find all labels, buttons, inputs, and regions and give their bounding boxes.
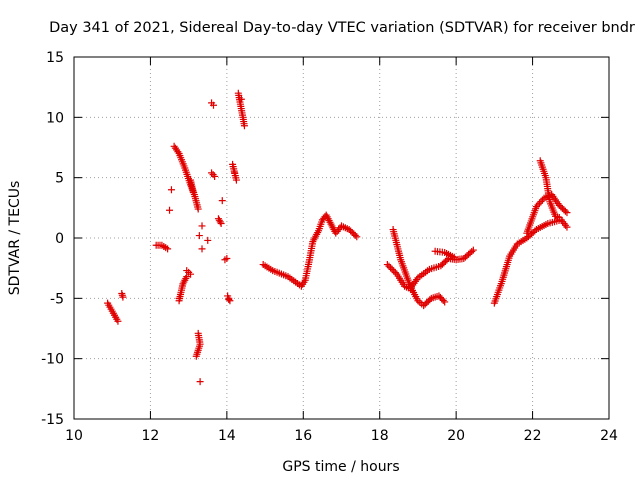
x-tick-label: 24 <box>600 428 618 444</box>
data-point <box>225 296 233 304</box>
data-point <box>215 216 223 224</box>
data-point <box>198 222 206 230</box>
data-point <box>231 169 238 177</box>
y-tick-label: 5 <box>55 171 64 187</box>
data-point <box>391 269 399 277</box>
data-point <box>223 255 231 263</box>
data-point <box>532 203 540 211</box>
data-point <box>563 209 571 217</box>
data-point <box>119 293 127 301</box>
data-points <box>104 89 571 386</box>
data-point <box>166 206 174 214</box>
data-point <box>240 122 248 130</box>
grid-lines <box>74 57 609 419</box>
x-tick-label: 14 <box>218 428 236 444</box>
data-point <box>209 171 217 179</box>
data-point <box>353 233 361 241</box>
data-point <box>217 220 225 228</box>
data-point <box>218 197 226 205</box>
x-tick-label: 10 <box>65 428 83 444</box>
data-point <box>351 231 359 239</box>
data-point <box>194 205 202 213</box>
data-point <box>209 101 217 109</box>
chart-title: Day 341 of 2021, Sidereal Day-to-day VTE… <box>49 20 635 36</box>
data-point <box>189 188 197 196</box>
x-axis-tick-labels: 10 12 14 16 18 20 22 24 <box>65 428 618 444</box>
y-tick-label: 0 <box>55 231 64 247</box>
data-point <box>450 253 458 261</box>
y-axis-tick-labels: -15 -10 -5 0 5 10 15 <box>41 50 64 428</box>
data-point <box>439 296 447 304</box>
data-point <box>198 245 206 253</box>
data-point <box>204 236 212 244</box>
x-tick-label: 12 <box>142 428 160 444</box>
data-point <box>175 294 183 302</box>
data-point <box>388 265 396 273</box>
data-point <box>563 223 571 231</box>
y-tick-label: -15 <box>41 412 64 428</box>
y-tick-label: 10 <box>46 110 64 126</box>
data-point <box>183 273 191 281</box>
x-tick-label: 20 <box>447 428 465 444</box>
data-point <box>187 270 195 278</box>
data-point <box>443 256 451 264</box>
y-tick-label: -10 <box>41 352 64 368</box>
data-point <box>441 298 449 306</box>
data-point <box>164 245 172 253</box>
y-axis-label: SDTVAR / TECUs <box>7 181 23 296</box>
data-point <box>535 199 543 207</box>
data-point <box>208 169 216 177</box>
data-point <box>537 198 545 206</box>
data-point <box>387 264 395 272</box>
data-point <box>192 352 200 360</box>
data-point <box>226 297 234 305</box>
data-point <box>196 378 204 386</box>
data-point <box>469 246 477 254</box>
data-point <box>531 227 539 235</box>
data-point <box>534 201 542 209</box>
x-axis-label: GPS time / hours <box>282 459 399 475</box>
data-point <box>232 176 240 184</box>
data-point <box>211 172 219 180</box>
data-point <box>390 267 398 275</box>
data-point <box>114 317 122 325</box>
data-point <box>555 213 563 221</box>
data-point <box>383 261 391 269</box>
y-tick-label: -5 <box>50 291 64 307</box>
data-point <box>167 186 175 194</box>
data-point <box>195 232 203 240</box>
y-tick-label: 15 <box>46 50 64 66</box>
data-point <box>561 207 569 215</box>
data-point <box>385 262 393 270</box>
x-tick-label: 18 <box>371 428 389 444</box>
x-tick-label: 22 <box>524 428 542 444</box>
data-point <box>237 95 245 103</box>
data-point <box>468 247 476 255</box>
data-point <box>216 218 224 226</box>
x-tick-label: 16 <box>294 428 312 444</box>
axis-ticks <box>73 56 610 420</box>
